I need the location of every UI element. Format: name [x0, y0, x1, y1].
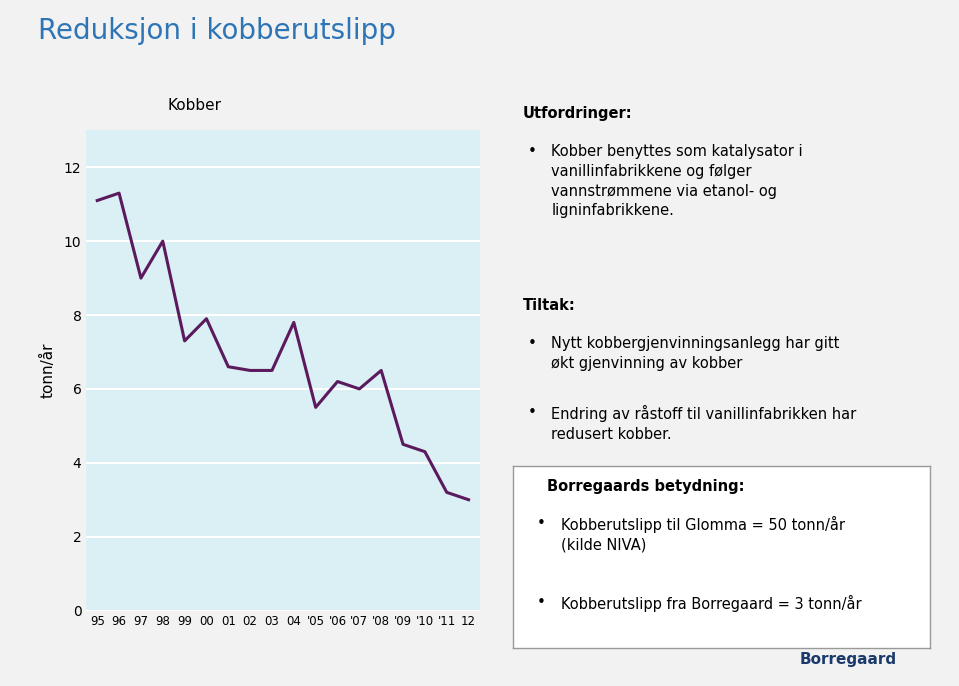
Y-axis label: tonn/år: tonn/år	[40, 343, 56, 398]
Text: Nytt kobbergjenvinningsanlegg har gitt
økt gjenvinning av kobber: Nytt kobbergjenvinningsanlegg har gitt ø…	[551, 336, 840, 371]
Text: Kobber: Kobber	[168, 98, 222, 113]
Text: Endring av råstoff til vanillinfabrikken har
redusert kobber.: Endring av råstoff til vanillinfabrikken…	[551, 405, 856, 442]
Text: •: •	[527, 144, 536, 159]
Text: •: •	[537, 595, 546, 610]
Text: Reduksjon i kobberutslipp: Reduksjon i kobberutslipp	[38, 17, 396, 45]
Text: Borregaards betydning:: Borregaards betydning:	[547, 479, 744, 494]
Text: Kobberutslipp til Glomma = 50 tonn/år
(kilde NIVA): Kobberutslipp til Glomma = 50 tonn/år (k…	[561, 516, 845, 553]
Text: •: •	[527, 336, 536, 351]
Text: •: •	[527, 405, 536, 420]
Text: Tiltak:: Tiltak:	[523, 298, 575, 314]
Text: •: •	[537, 516, 546, 531]
Text: Kobberutslipp fra Borregaard = 3 tonn/år: Kobberutslipp fra Borregaard = 3 tonn/år	[561, 595, 861, 612]
Text: Borregaard: Borregaard	[800, 652, 897, 667]
Text: Kobber benyttes som katalysator i
vanillinfabrikkene og følger
vannstrømmene via: Kobber benyttes som katalysator i vanill…	[551, 144, 803, 218]
Text: Utfordringer:: Utfordringer:	[523, 106, 632, 121]
